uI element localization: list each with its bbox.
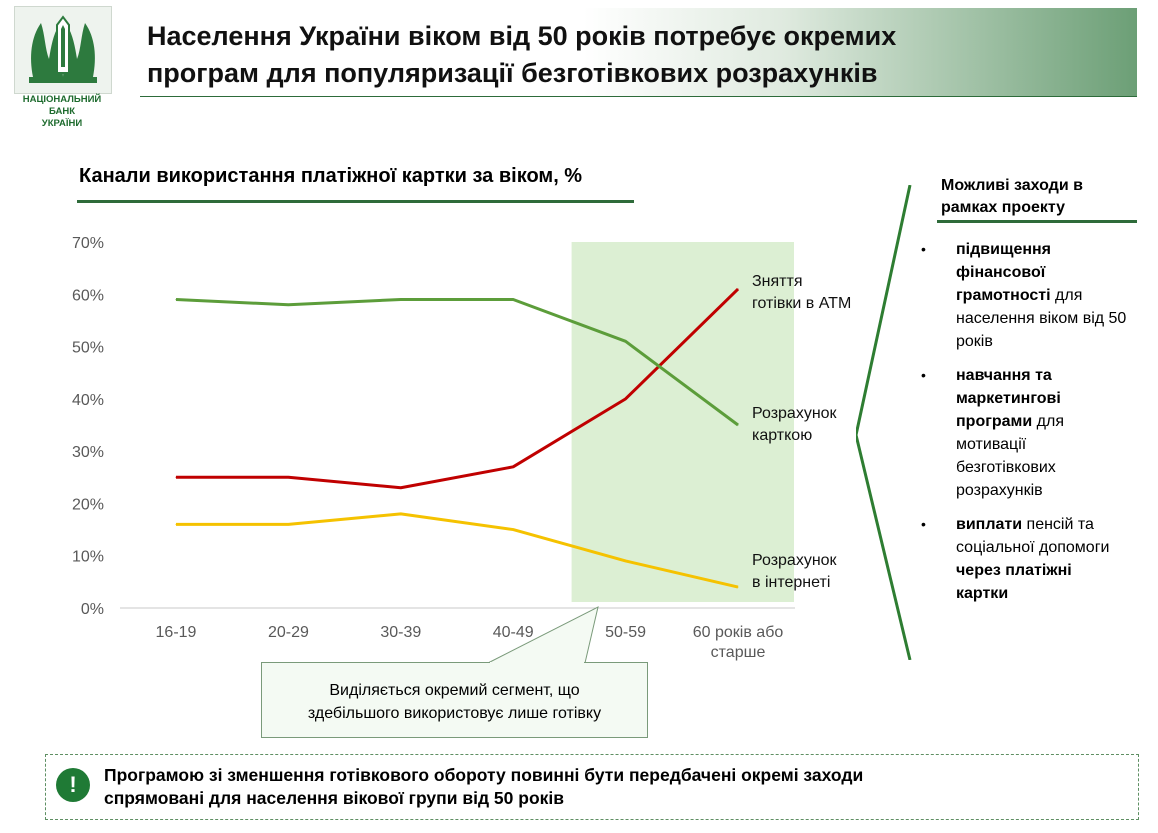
series-label: Зняття: [752, 273, 802, 290]
data-point: [512, 529, 514, 531]
page-title-line: Населення України віком від 50 років пот…: [147, 21, 897, 51]
callout-text: Виділяється окремий сегмент, що здебільш…: [262, 679, 647, 725]
callout-box: Виділяється окремий сегмент, що здебільш…: [261, 662, 648, 738]
conclusion-line: спрямовані для населення вікової групи в…: [104, 788, 565, 808]
nbu-logo-text: НАЦІОНАЛЬНИЙ БАНК УКРАЇНИ: [12, 94, 112, 130]
conclusion-line: Програмою зі зменшення готівкового оборо…: [104, 765, 864, 785]
measure-bold: виплати: [956, 516, 1023, 533]
y-tick-label: 10%: [72, 549, 104, 566]
x-tick-label: 30-39: [380, 624, 421, 641]
data-point: [625, 398, 627, 400]
header-band: [130, 8, 1137, 96]
measures-divider: [937, 220, 1137, 223]
y-tick-label: 20%: [72, 496, 104, 513]
header-divider: [140, 96, 1137, 97]
measure-text: для населення віком від 50 років: [956, 287, 1127, 350]
x-tick-label: 50-59: [605, 624, 646, 641]
series-label: в інтернеті: [752, 574, 830, 591]
x-tick-label: старше: [711, 644, 766, 661]
nbu-logo: НАЦІОНАЛЬНИЙ БАНК УКРАЇНИ: [12, 6, 112, 134]
y-tick-label: 0%: [81, 601, 104, 618]
measure-text: пенсій та соціальної допомоги: [956, 516, 1110, 556]
data-point: [287, 304, 289, 306]
exclamation-icon: !: [56, 768, 90, 802]
y-tick-label: 40%: [72, 392, 104, 409]
data-point: [400, 299, 402, 301]
x-tick-label: 16-19: [156, 624, 197, 641]
list-item: виплати пенсій та соціальної допомоги че…: [918, 513, 1128, 605]
chart-title: Канали використання платіжної картки за …: [79, 165, 583, 187]
bracket-icon: [856, 185, 912, 660]
series-line: [175, 298, 739, 427]
x-tick-label: 60 років або: [693, 624, 784, 641]
measure-bold: навчання та маркетингові програми: [956, 367, 1061, 430]
list-item: навчання та маркетингові програми для мо…: [918, 364, 1128, 502]
logo-line: НАЦІОНАЛЬНИЙ: [22, 94, 102, 105]
list-item: підвищення фінансової грамотності для на…: [918, 238, 1128, 353]
conclusion-text: Програмою зі зменшення готівкового оборо…: [104, 764, 1124, 810]
y-tick-label: 50%: [72, 340, 104, 357]
logo-line: БАНК: [49, 106, 75, 117]
callout-line: здебільшого використовує лише готівку: [307, 705, 602, 722]
data-point: [737, 288, 739, 290]
data-point: [287, 476, 289, 478]
series-label: карткою: [752, 427, 812, 444]
measures-title-line: Можливі заходи в: [941, 177, 1083, 194]
series-line: [176, 287, 740, 490]
conclusion-box: [45, 754, 1139, 820]
series-line: [176, 512, 739, 589]
data-point: [287, 523, 289, 525]
page-title-line: програм для популяризації безготівкових …: [147, 58, 878, 88]
callout-line: Виділяється окремий сегмент, що: [329, 682, 580, 699]
line-chart: 0% 10% 20% 30% 40% 50% 60% 70% 16-19 20-29 30-39 40…: [72, 235, 851, 661]
page-title: Населення України віком від 50 років пот…: [147, 18, 1047, 92]
y-tick-label: 60%: [72, 287, 104, 304]
y-tick-label: 70%: [72, 235, 104, 252]
data-point: [737, 586, 739, 588]
data-point: [400, 487, 402, 489]
series-label: готівки в АТМ: [752, 295, 851, 312]
measure-bold: через платіжні картки: [956, 562, 1072, 602]
measures-list: підвищення фінансової грамотності для на…: [918, 238, 1128, 616]
measure-text: для мотивації безготівкових розрахунків: [956, 413, 1064, 499]
series-label: Розрахунок: [752, 552, 838, 569]
data-point: [625, 340, 627, 342]
x-tick-label: 20-29: [268, 624, 309, 641]
series-label: Розрахунок: [752, 405, 838, 422]
data-point: [175, 523, 177, 525]
measure-bold: підвищення фінансової грамотності: [956, 241, 1051, 304]
logo-line: УКРАЇНИ: [41, 118, 83, 129]
measures-title-line: рамках проекту: [941, 199, 1066, 216]
data-point: [175, 476, 177, 478]
nbu-emblem-icon: [14, 6, 112, 94]
data-point: [175, 299, 177, 301]
data-point: [400, 513, 402, 515]
x-tick-label: 40-49: [493, 624, 534, 641]
data-point: [625, 560, 627, 562]
data-point: [512, 299, 514, 301]
measures-title: Можливі заходи в рамках проекту: [941, 175, 1131, 219]
data-point: [737, 424, 739, 426]
chart-title-divider: [77, 200, 634, 203]
data-point: [512, 466, 514, 468]
y-tick-label: 30%: [72, 444, 104, 461]
highlight-band: [571, 242, 794, 602]
